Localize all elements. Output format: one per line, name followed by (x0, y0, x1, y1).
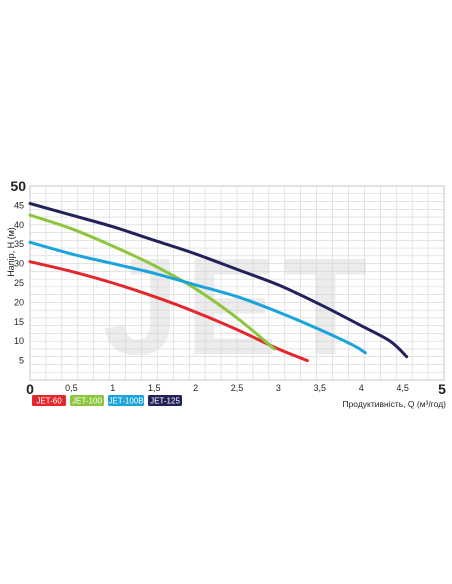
legend-swatch (70, 395, 104, 406)
y-tick-label: 10 (14, 336, 24, 346)
series-line-jet-125 (28, 202, 409, 359)
series-line-jet-100b (28, 240, 367, 355)
x-tick-label: 1 (110, 383, 115, 393)
chart-grid (29, 185, 445, 381)
legend-swatch (108, 395, 144, 406)
x-tick-label: 4 (359, 383, 364, 393)
watermark-text: JET (102, 230, 373, 384)
y-axis-label: Напір, H (м) (6, 227, 16, 277)
y-tick-label: 40 (14, 220, 24, 230)
x-tick-label: 3 (276, 383, 281, 393)
x-axis-label: Продуктивність, Q (м³/год) (342, 399, 446, 409)
legend-item: JET-100 (70, 395, 104, 406)
legend: JET-60 JET-100 JET-100B JET-125 (32, 395, 182, 406)
series-line-jet-100 (28, 213, 276, 351)
y-tick-label: 5 (19, 356, 24, 366)
y-tick-label: 20 (14, 297, 24, 307)
x-tick-label: 2 (193, 383, 198, 393)
y-tick-label: 50 (10, 178, 26, 194)
y-tick-label: 35 (14, 239, 24, 249)
watermark-layer: JET (102, 230, 373, 384)
series-layer (28, 202, 409, 363)
y-tick-label: 25 (14, 278, 24, 288)
plot-frame (29, 185, 445, 381)
legend-item: JET-125 (148, 395, 182, 406)
x-tick-label: 2,5 (231, 383, 244, 393)
x-tick-label: 5 (438, 381, 446, 397)
legend-label: JET-60 (36, 397, 62, 406)
x-tick-label: 1,5 (148, 383, 161, 393)
y-tick-label: 45 (14, 200, 24, 210)
y-tick-label: 15 (14, 317, 24, 327)
x-tick-label: 0 (26, 381, 34, 397)
tick-labels: 0 0,5 1 1,5 2 2,5 3 3,5 4 4,5 5 5 10 15 20 25 30 35 40 45 50 (10, 178, 446, 397)
x-tick-label: 3,5 (314, 383, 327, 393)
legend-item: JET-100B (108, 395, 144, 406)
legend-label: JET-100B (108, 397, 143, 406)
x-tick-label: 0,5 (65, 383, 78, 393)
y-tick-label: 30 (14, 259, 24, 269)
legend-label: JET-125 (150, 397, 180, 406)
legend-label: JET-100 (72, 397, 102, 406)
x-tick-label: 4,5 (396, 383, 409, 393)
legend-swatch (32, 395, 66, 406)
legend-item: JET-60 (32, 395, 66, 406)
series-line-jet-60 (28, 260, 309, 363)
legend-swatch (148, 395, 182, 406)
